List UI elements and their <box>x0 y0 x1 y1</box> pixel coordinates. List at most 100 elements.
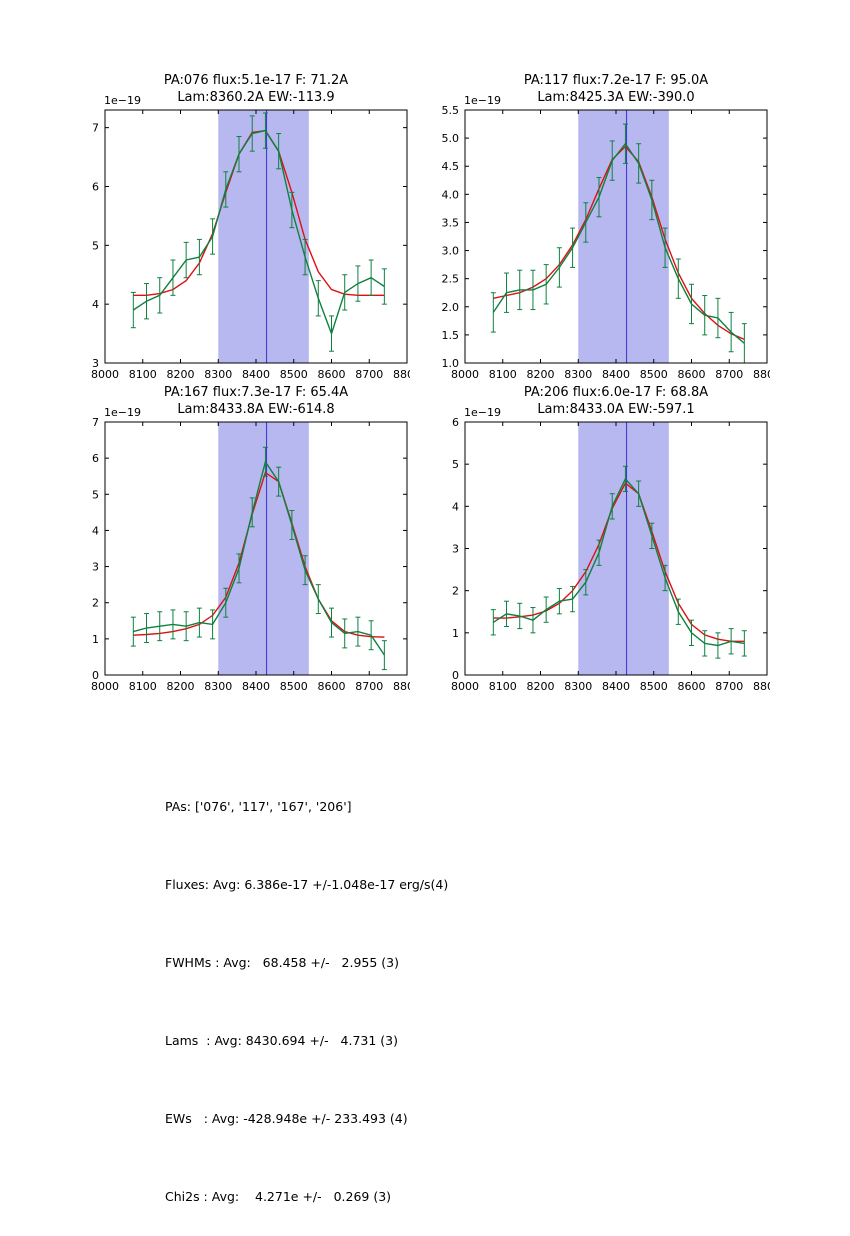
svg-text:4: 4 <box>92 298 99 311</box>
svg-text:3: 3 <box>92 561 99 574</box>
plot-area-wrapper: 1e−19 8000 8100 8200 8300 8400 8500 8600 8700 88… <box>420 406 770 703</box>
svg-text:8600: 8600 <box>678 680 706 693</box>
svg-text:5.5: 5.5 <box>442 106 460 117</box>
chart-title-line2: Lam:8433.8A EW:-614.8 <box>177 402 335 417</box>
svg-text:4.5: 4.5 <box>442 160 460 173</box>
y-axis-offset-label: 1e−19 <box>104 94 141 107</box>
svg-text:8800: 8800 <box>753 368 770 381</box>
spectrum-plot-pa076: 8000 8100 8200 8300 8400 8500 8600 8700 8800 3 4 5 6… <box>91 109 410 381</box>
svg-text:8800: 8800 <box>393 368 410 381</box>
svg-text:2.5: 2.5 <box>442 273 460 286</box>
spectrum-plot-pa206: 8000 8100 8200 8300 8400 8500 8600 8700 8800 0 1 2 3… <box>451 418 770 693</box>
spectrum-panel-pa117: PA:117 flux:7.2e-17 F: 95.0A Lam:8425.3A… <box>420 72 771 391</box>
svg-text:8400: 8400 <box>602 368 630 381</box>
svg-text:8200: 8200 <box>167 680 195 693</box>
svg-text:8200: 8200 <box>527 680 555 693</box>
svg-text:8100: 8100 <box>489 368 517 381</box>
svg-text:8200: 8200 <box>527 368 555 381</box>
summary-line-ews: EWs : Avg: -428.948e +/- 233.493 (4) <box>165 1111 408 1126</box>
svg-text:1: 1 <box>452 627 459 640</box>
svg-text:1.5: 1.5 <box>442 329 460 342</box>
svg-text:7: 7 <box>92 122 99 135</box>
svg-text:8600: 8600 <box>318 680 346 693</box>
svg-text:3.5: 3.5 <box>442 216 460 229</box>
svg-text:8700: 8700 <box>715 680 743 693</box>
svg-text:6: 6 <box>92 180 99 193</box>
svg-text:8400: 8400 <box>242 368 270 381</box>
svg-text:8200: 8200 <box>167 368 195 381</box>
summary-stats-block: PAs: ['076', '117', '167', '206'] Fluxes… <box>165 742 448 1236</box>
chart-title-line2: Lam:8360.2A EW:-113.9 <box>177 90 335 105</box>
svg-text:5: 5 <box>452 458 459 471</box>
svg-text:8600: 8600 <box>318 368 346 381</box>
plot-area-wrapper: 1e−19 8000 8100 8200 8300 8400 8500 8600 8700 88… <box>60 406 410 703</box>
svg-text:2: 2 <box>452 585 459 598</box>
svg-text:8300: 8300 <box>204 368 232 381</box>
svg-text:8500: 8500 <box>640 680 668 693</box>
chart-title-line1: PA:206 flux:6.0e-17 F: 68.8A <box>523 385 709 400</box>
spectrum-plot-pa167: 8000 8100 8200 8300 8400 8500 8600 8700 8800 0 1 2 3… <box>91 418 410 693</box>
svg-text:4: 4 <box>452 500 459 513</box>
svg-text:1.0: 1.0 <box>442 357 460 370</box>
chart-title: PA:206 flux:6.0e-17 F: 68.8A Lam:8433.0A… <box>465 384 767 418</box>
spectrum-panel-pa206: PA:206 flux:6.0e-17 F: 68.8A Lam:8433.0A… <box>420 384 770 703</box>
chart-title-line1: PA:117 flux:7.2e-17 F: 95.0A <box>523 73 709 88</box>
summary-line-fwhms: FWHMs : Avg: 68.458 +/- 2.955 (3) <box>165 955 399 970</box>
chart-title-line1: PA:076 flux:5.1e-17 F: 71.2A <box>163 73 349 88</box>
summary-line-lams: Lams : Avg: 8430.694 +/- 4.731 (3) <box>165 1033 398 1048</box>
spectrum-panel-pa076: PA:076 flux:5.1e-17 F: 71.2A Lam:8360.2A… <box>60 72 410 391</box>
svg-text:8000: 8000 <box>451 680 479 693</box>
svg-text:0: 0 <box>452 669 459 682</box>
svg-text:8400: 8400 <box>242 680 270 693</box>
svg-text:8100: 8100 <box>129 368 157 381</box>
svg-text:8000: 8000 <box>451 368 479 381</box>
chart-title: PA:076 flux:5.1e-17 F: 71.2A Lam:8360.2A… <box>105 72 407 106</box>
plot-area-wrapper: 1e−19 8000 8100 8200 8300 8400 8500 8600 8700 88… <box>60 94 410 391</box>
svg-text:8100: 8100 <box>489 680 517 693</box>
svg-text:6: 6 <box>92 452 99 465</box>
svg-text:1: 1 <box>92 633 99 646</box>
summary-line-fluxes: Fluxes: Avg: 6.386e-17 +/-1.048e-17 erg/… <box>165 877 449 892</box>
svg-text:8600: 8600 <box>678 368 706 381</box>
svg-text:5: 5 <box>92 239 99 252</box>
svg-text:4: 4 <box>92 524 99 537</box>
svg-text:8500: 8500 <box>280 680 308 693</box>
svg-text:8300: 8300 <box>204 680 232 693</box>
summary-line-chi2s: Chi2s : Avg: 4.271e +/- 0.269 (3) <box>165 1189 392 1204</box>
svg-text:8300: 8300 <box>564 680 592 693</box>
chart-title-line2: Lam:8433.0A EW:-597.1 <box>537 402 695 417</box>
chart-title: PA:167 flux:7.3e-17 F: 65.4A Lam:8433.8A… <box>105 384 407 418</box>
svg-text:8400: 8400 <box>602 680 630 693</box>
svg-text:8800: 8800 <box>753 680 770 693</box>
spectrum-plot-pa117: 8000 8100 8200 8300 8400 8500 8600 8700 8800 1.0 1… <box>442 106 771 381</box>
svg-text:8700: 8700 <box>355 368 383 381</box>
svg-text:0: 0 <box>92 669 99 682</box>
svg-text:3: 3 <box>452 543 459 556</box>
svg-text:2: 2 <box>92 597 99 610</box>
svg-text:8000: 8000 <box>91 368 119 381</box>
y-axis-offset-label: 1e−19 <box>464 94 501 107</box>
chart-title-line1: PA:167 flux:7.3e-17 F: 65.4A <box>163 385 349 400</box>
svg-text:8500: 8500 <box>280 368 308 381</box>
summary-line-pas: PAs: ['076', '117', '167', '206'] <box>165 799 352 814</box>
chart-title: PA:117 flux:7.2e-17 F: 95.0A Lam:8425.3A… <box>465 72 767 106</box>
y-axis-offset-label: 1e−19 <box>104 406 141 419</box>
chart-title-line2: Lam:8425.3A EW:-390.0 <box>537 90 695 105</box>
plot-area-wrapper: 1e−19 8000 8100 8200 8300 8400 8500 8600 8700 88… <box>420 94 771 391</box>
svg-text:5: 5 <box>92 488 99 501</box>
svg-text:8700: 8700 <box>715 368 743 381</box>
svg-text:8700: 8700 <box>355 680 383 693</box>
svg-text:8300: 8300 <box>564 368 592 381</box>
y-axis-offset-label: 1e−19 <box>464 406 501 419</box>
spectrum-panel-pa167: PA:167 flux:7.3e-17 F: 65.4A Lam:8433.8A… <box>60 384 410 703</box>
svg-text:8000: 8000 <box>91 680 119 693</box>
svg-text:3.0: 3.0 <box>442 245 460 258</box>
svg-text:6: 6 <box>452 418 459 429</box>
svg-text:8500: 8500 <box>640 368 668 381</box>
figure-canvas: { "colors": { "background": "#ffffff", "… <box>60 72 771 1204</box>
svg-text:8800: 8800 <box>393 680 410 693</box>
svg-text:3: 3 <box>92 357 99 370</box>
svg-text:5.0: 5.0 <box>442 132 460 145</box>
svg-text:2.0: 2.0 <box>442 301 460 314</box>
svg-text:7: 7 <box>92 418 99 429</box>
